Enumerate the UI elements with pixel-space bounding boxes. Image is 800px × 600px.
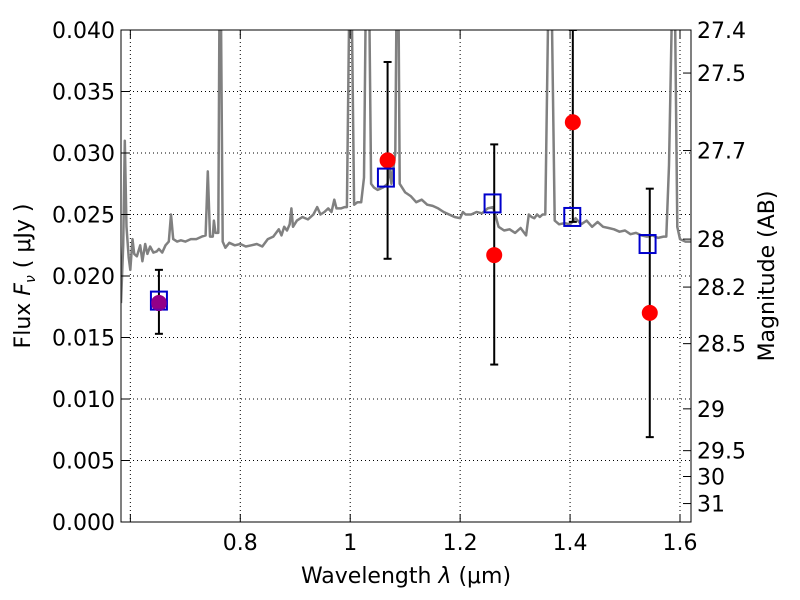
y2-tick-label: 28.5 xyxy=(697,333,746,358)
y-tick-label: 0.005 xyxy=(52,450,115,475)
y2-tick-label: 29.5 xyxy=(697,440,746,465)
plot-area xyxy=(121,30,691,439)
y2-tick-label: 27.4 xyxy=(697,19,746,44)
y2-tick-label: 31 xyxy=(697,493,725,518)
y-axis-label: Flux Fν ( μJy ) xyxy=(11,204,39,349)
y2-axis-label: Magnitude (AB) xyxy=(755,191,780,362)
data-point-overlap xyxy=(150,295,167,312)
x-tick-label: 1.4 xyxy=(553,531,588,556)
y-tick-label: 0.040 xyxy=(52,19,115,44)
y2-tick-label: 28.2 xyxy=(697,276,746,301)
y2-tick-label: 27.5 xyxy=(697,62,746,87)
data-point-model xyxy=(638,234,657,255)
axis-ticks: 0.8 1 1.2 1.4 1.6 0.000 0.005 0.010 0.015 0.020 0.… xyxy=(52,19,746,556)
x-axis-label: Wavelength λ (μm) xyxy=(301,564,511,589)
data-point-model xyxy=(376,167,395,188)
y2-tick-label: 27.7 xyxy=(697,140,746,165)
x-tick-label: 1.6 xyxy=(663,531,698,556)
y-tick-label: 0.015 xyxy=(52,327,115,352)
data-point-observed xyxy=(379,152,396,169)
y2-tick-label: 29 xyxy=(697,398,725,423)
data-point-observed xyxy=(564,114,581,131)
x-tick-label: 1.2 xyxy=(443,531,478,556)
x-tick-label: 0.8 xyxy=(223,531,258,556)
x-tick-label: 1 xyxy=(343,531,357,556)
y-tick-label: 0.010 xyxy=(52,388,115,413)
y2-tick-label: 28 xyxy=(697,228,725,253)
spectrum-line xyxy=(121,30,691,304)
data-point-observed xyxy=(641,304,658,321)
y-tick-label: 0.020 xyxy=(52,265,115,290)
data-point-model xyxy=(563,206,582,227)
data-point-observed xyxy=(486,247,503,264)
y-tick-label: 0.035 xyxy=(52,81,115,106)
y-tick-label: 0.000 xyxy=(52,511,115,536)
data-point-model xyxy=(483,193,502,214)
y2-tick-label: 30 xyxy=(697,465,725,490)
y-tick-label: 0.025 xyxy=(52,204,115,229)
y-tick-label: 0.030 xyxy=(52,142,115,167)
